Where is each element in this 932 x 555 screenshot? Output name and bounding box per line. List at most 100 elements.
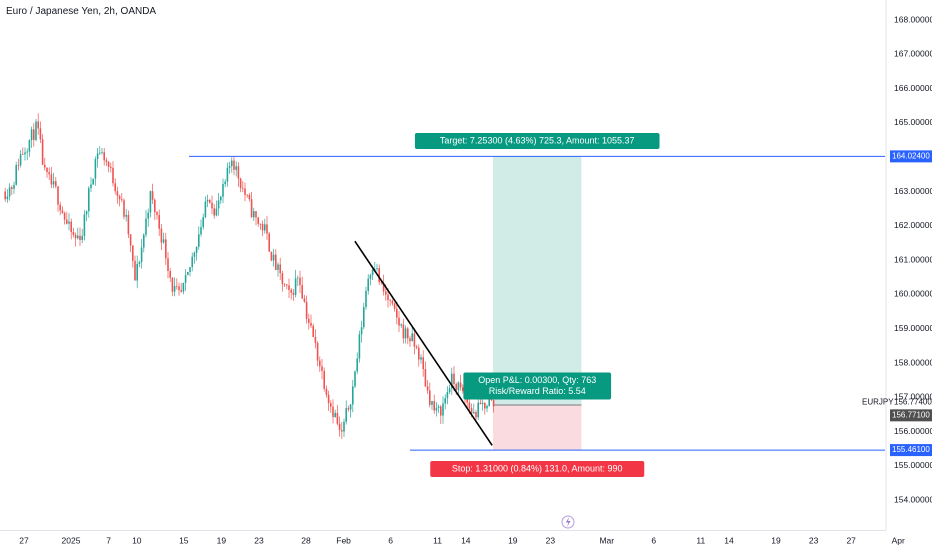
price-tag-target-line-bg [890,150,932,163]
candle-body [233,160,235,170]
candle-body [83,214,86,237]
candle-body [143,234,145,248]
candle-body [136,263,138,281]
candle-body [459,382,462,388]
candle-body [173,285,176,292]
candle-body [63,212,66,220]
candle-body [26,151,28,153]
candle-body [28,140,31,152]
x-tick-label: 19 [508,535,518,545]
candle-body [488,398,490,406]
candle-body [116,191,119,196]
candle-body [404,328,407,339]
candle-body [303,298,306,302]
candle-body [440,406,442,416]
candle-body [275,254,277,271]
candle-body [125,214,127,217]
y-tick-label: 166.00000 [894,83,932,93]
candle-body [422,357,424,370]
candle-body [81,236,83,240]
candle-body [209,199,211,203]
candle-body [341,429,343,432]
candle-body [319,360,321,367]
candle-body [393,303,396,309]
candle-body [204,201,207,218]
candle-body [305,301,308,319]
candle-body [231,160,233,167]
candle-body [457,382,460,391]
candle-body [475,411,477,418]
y-tick-label: 165.00000 [894,117,932,127]
candle-body [248,195,251,200]
candle-body [160,228,163,243]
candle-body [466,399,468,403]
candle-body [162,239,165,243]
candle-body [50,174,53,185]
candle-body [398,317,400,326]
candle-body [477,402,479,418]
candle-body [330,403,332,407]
candle-body [312,325,314,337]
candle-body [228,166,231,168]
candle-body [74,234,77,239]
candle-body [286,284,288,286]
stop-label-line: Stop: 1.31000 (0.84%) 131.0, Amount: 990 [452,463,623,473]
candle-body [431,401,433,405]
event-marker-icon [561,515,575,529]
candle-body [448,388,451,393]
candle-body [365,290,367,308]
candle-body [79,235,81,240]
candle-body [325,388,328,395]
candle-body [433,401,435,411]
candle-body [99,152,101,154]
candle-body [85,211,88,215]
candle-body [453,373,455,385]
candle-body [479,402,482,405]
candle-body [41,139,44,165]
candle-body [217,200,220,209]
x-tick-label: 7 [106,535,111,545]
candle-body [299,277,301,286]
candle-body [484,402,486,409]
open-pl-label-bg [463,372,612,400]
candle-body [316,342,319,361]
candle-body [481,402,484,405]
candle-body [127,214,130,235]
candle-body [145,218,147,235]
x-tick-label: Mar [599,535,614,545]
candle-body [33,129,35,140]
candle-body [92,178,94,185]
x-tick-label: Feb [336,535,351,545]
x-tick-label: 6 [651,535,656,545]
candle-body [123,200,125,217]
chart-legend-title[interactable]: Euro / Japanese Yen, 2h, OANDA [6,6,157,17]
candle-body [323,370,325,389]
candle-body [171,277,174,292]
candle-body [44,164,46,168]
candle-body [147,212,149,219]
candle-body [444,398,446,404]
candle-body [112,167,114,184]
candle-body [380,282,383,283]
candle-body [468,402,471,409]
candle-body [57,186,59,205]
candle-body [200,227,202,235]
candle-body [290,289,292,293]
candle-body [90,184,92,189]
candle-body [277,264,279,271]
candle-body [257,217,259,224]
candle-body [138,262,141,264]
price-tag-last: 156.77400 [894,397,932,406]
x-tick-label: 6 [388,535,393,545]
candle-body [178,286,180,291]
candle-body [314,336,317,343]
candle-body [220,196,222,201]
candle-body [288,285,290,290]
candle-body [158,214,160,229]
y-tick-label: 154.00000 [894,494,932,504]
candle-body [140,247,143,263]
candle-body [206,199,209,202]
symbol-label: EURJPY [862,397,894,406]
